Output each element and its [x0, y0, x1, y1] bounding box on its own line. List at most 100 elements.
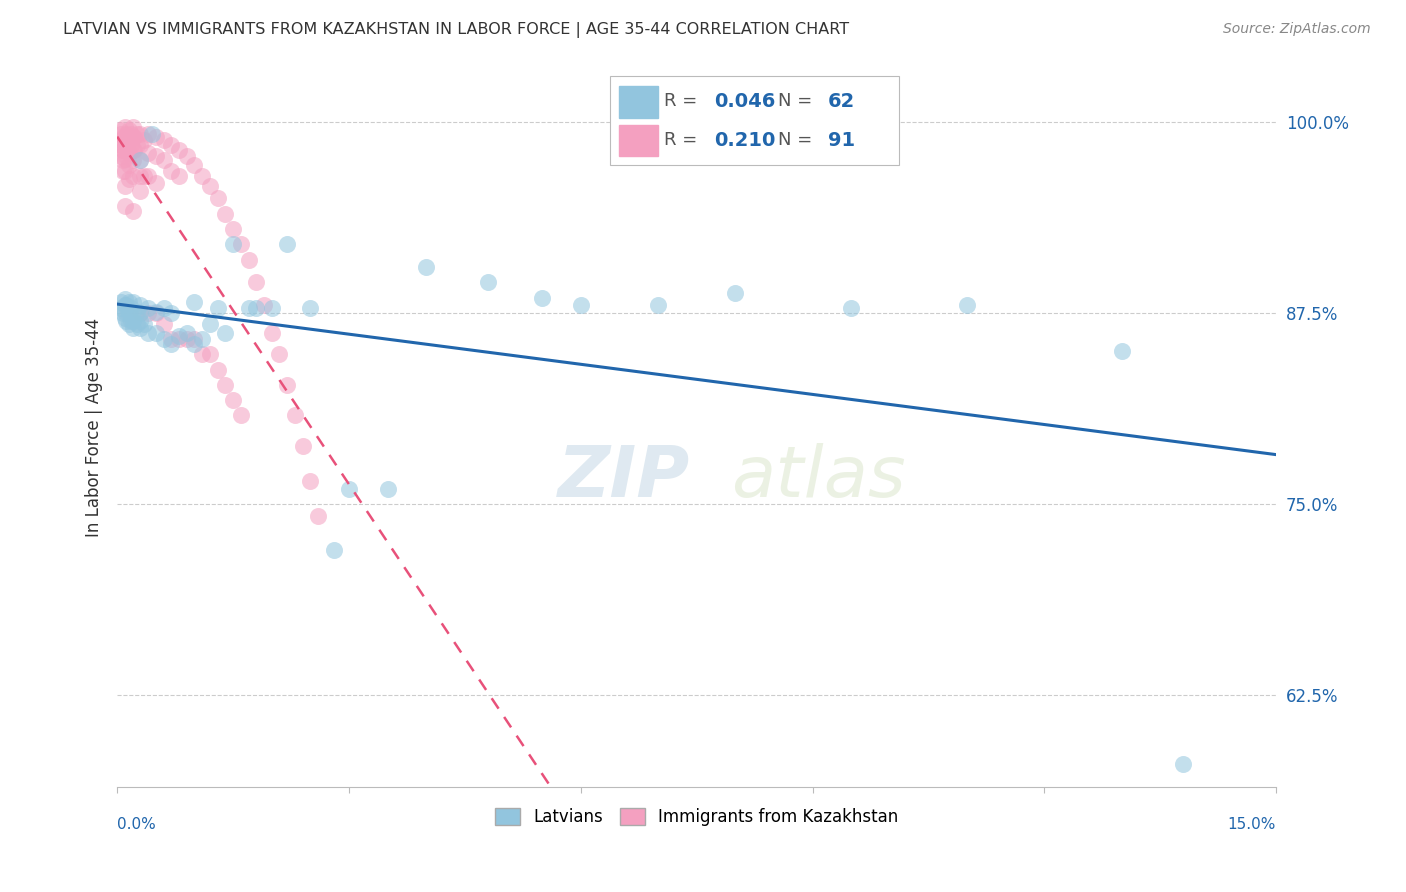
Point: [115, 298, 138, 312]
Point: [125, 137, 148, 152]
Point: [120, 301, 142, 316]
Point: [276, 237, 298, 252]
Point: [118, 171, 141, 186]
Point: [115, 148, 138, 162]
Point: [111, 164, 134, 178]
Point: [284, 409, 307, 423]
Text: ZIP: ZIP: [558, 443, 690, 513]
Point: [167, 332, 190, 346]
Point: [253, 298, 276, 312]
Point: [214, 207, 236, 221]
Point: [260, 326, 283, 340]
FancyBboxPatch shape: [619, 125, 658, 156]
Point: [129, 153, 152, 168]
Point: [299, 301, 322, 316]
Point: [110, 127, 132, 141]
Point: [145, 306, 167, 320]
Point: [115, 314, 138, 328]
Point: [176, 326, 198, 340]
Point: [112, 306, 135, 320]
Point: [114, 304, 136, 318]
Point: [322, 543, 344, 558]
Point: [222, 237, 245, 252]
Point: [129, 137, 152, 152]
Point: [108, 133, 131, 147]
Point: [183, 332, 205, 346]
Point: [111, 153, 134, 168]
Point: [191, 169, 214, 183]
Point: [118, 145, 141, 160]
Point: [112, 133, 135, 147]
Point: [118, 133, 141, 147]
Point: [129, 306, 152, 320]
Legend: Latvians, Immigrants from Kazakhstan: Latvians, Immigrants from Kazakhstan: [488, 801, 905, 832]
Point: [136, 306, 159, 320]
Point: [121, 314, 143, 328]
Point: [214, 377, 236, 392]
Text: 91: 91: [828, 131, 855, 150]
Point: [207, 362, 229, 376]
Point: [198, 317, 221, 331]
Point: [956, 298, 979, 312]
Point: [183, 158, 205, 172]
Point: [115, 137, 138, 152]
Point: [118, 122, 141, 136]
Point: [129, 153, 152, 168]
Point: [114, 130, 136, 145]
Point: [145, 148, 167, 162]
Point: [477, 276, 499, 290]
Point: [647, 298, 669, 312]
Point: [136, 169, 159, 183]
Point: [114, 152, 136, 166]
Point: [307, 509, 329, 524]
Point: [122, 130, 145, 145]
Point: [110, 295, 132, 310]
Point: [136, 326, 159, 340]
Point: [229, 237, 252, 252]
Point: [110, 301, 132, 316]
Point: [377, 482, 399, 496]
Point: [145, 304, 167, 318]
Point: [112, 143, 135, 157]
Point: [183, 295, 205, 310]
Point: [839, 301, 862, 316]
Point: [134, 317, 156, 331]
Point: [167, 329, 190, 343]
Point: [222, 222, 245, 236]
Y-axis label: In Labor Force | Age 35-44: In Labor Force | Age 35-44: [86, 318, 103, 537]
Point: [121, 143, 143, 157]
Point: [129, 298, 152, 312]
Point: [1111, 344, 1133, 359]
Point: [134, 133, 156, 147]
Text: LATVIAN VS IMMIGRANTS FROM KAZAKHSTAN IN LABOR FORCE | AGE 35-44 CORRELATION CHA: LATVIAN VS IMMIGRANTS FROM KAZAKHSTAN IN…: [63, 22, 849, 38]
Point: [191, 332, 214, 346]
Point: [145, 130, 167, 145]
Point: [160, 336, 183, 351]
Point: [129, 127, 152, 141]
Point: [299, 474, 322, 488]
Point: [115, 127, 138, 141]
Point: [136, 301, 159, 316]
Point: [129, 169, 152, 183]
Point: [136, 145, 159, 160]
Point: [160, 137, 183, 152]
Point: [291, 439, 314, 453]
Point: [121, 130, 143, 145]
Point: [160, 164, 183, 178]
Text: 0.046: 0.046: [714, 92, 775, 112]
Point: [198, 179, 221, 194]
Point: [152, 153, 174, 168]
Point: [145, 326, 167, 340]
Text: N =: N =: [778, 131, 818, 149]
Point: [167, 143, 190, 157]
Point: [415, 260, 437, 275]
Point: [160, 332, 183, 346]
Point: [118, 158, 141, 172]
Point: [152, 317, 174, 331]
Point: [152, 332, 174, 346]
Point: [724, 286, 747, 301]
Point: [110, 137, 132, 152]
Point: [108, 122, 131, 136]
Point: [115, 143, 138, 157]
Text: R =: R =: [664, 92, 703, 111]
